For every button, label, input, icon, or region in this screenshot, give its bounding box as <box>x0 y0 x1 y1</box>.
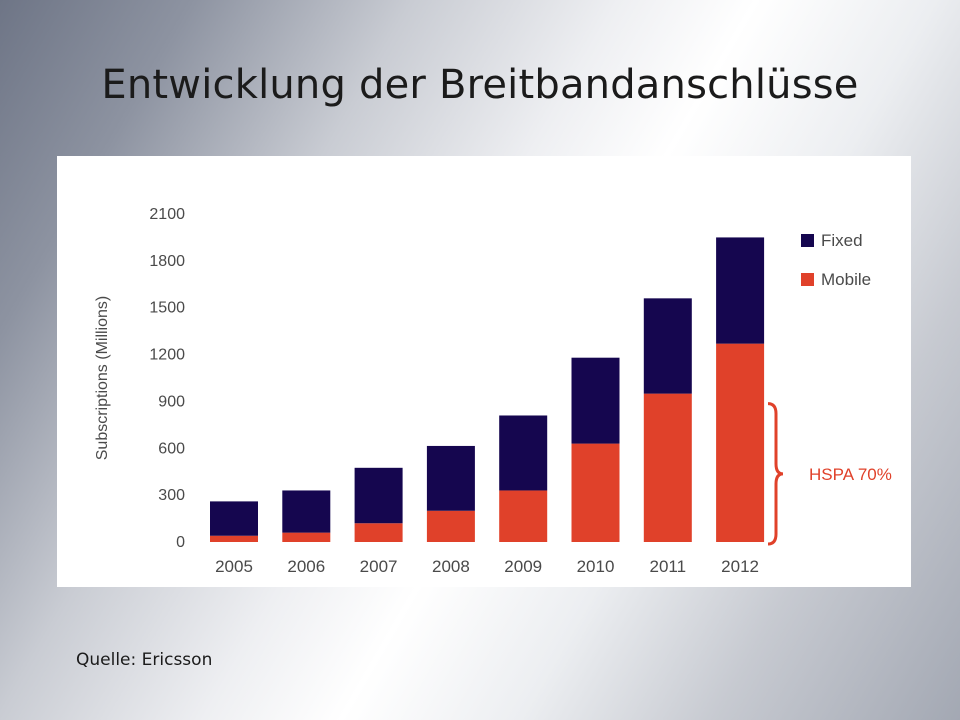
source-note: Quelle: Ericsson <box>76 650 213 670</box>
legend-label: Mobile <box>821 270 871 289</box>
x-tick-label: 2009 <box>504 557 542 576</box>
y-tick-label: 0 <box>176 534 185 551</box>
y-tick-label: 300 <box>158 487 185 504</box>
bar-mobile <box>354 523 403 542</box>
x-tick-label: 2011 <box>650 557 687 576</box>
bar-mobile <box>282 532 331 542</box>
bar-fixed <box>426 445 475 511</box>
bar-fixed <box>716 237 765 344</box>
hspa-annotation: HSPA 70% <box>767 402 892 546</box>
y-tick-label: 600 <box>158 440 185 457</box>
y-tick-label: 2100 <box>149 206 185 223</box>
x-tick-label: 2006 <box>287 557 325 576</box>
y-axis-ticks: 0 300 600 900 1200 1500 1800 2100 <box>149 206 185 551</box>
legend-label: Fixed <box>821 231 863 250</box>
slide-title: Entwicklung der Breitbandanschlüsse <box>101 62 859 108</box>
y-tick-label: 1800 <box>149 253 185 270</box>
hspa-label: HSPA 70% <box>809 465 892 484</box>
hspa-brace <box>767 402 784 546</box>
bar-mobile <box>716 343 765 542</box>
bar-mobile <box>210 535 258 542</box>
x-axis-ticks: 2005 2006 2007 2008 2009 2010 2011 2012 <box>215 557 759 576</box>
bar-mobile <box>499 490 548 542</box>
bar-mobile <box>643 393 692 542</box>
y-tick-label: 900 <box>158 393 185 410</box>
bar-fixed <box>282 490 331 533</box>
legend-swatch <box>801 273 814 286</box>
x-tick-label: 2008 <box>432 557 470 576</box>
bar-fixed <box>499 415 548 491</box>
bars <box>210 237 765 542</box>
y-axis-label: Subscriptions (Millions) <box>94 296 111 461</box>
legend-swatch <box>801 234 814 247</box>
bar-mobile <box>426 510 475 542</box>
x-tick-label: 2005 <box>215 557 253 576</box>
y-tick-label: 1200 <box>149 347 185 364</box>
bar-fixed <box>571 357 620 444</box>
bar-fixed <box>643 298 692 394</box>
y-tick-label: 1500 <box>149 300 185 317</box>
legend: Fixed Mobile <box>801 231 871 289</box>
bar-fixed <box>354 467 403 524</box>
chart-panel: 0 300 600 900 1200 1500 1800 2100 2005 2006 2007 2… <box>57 156 911 587</box>
x-tick-label: 2012 <box>721 557 759 576</box>
bar-fixed <box>210 501 258 536</box>
x-tick-label: 2010 <box>577 557 615 576</box>
bar-mobile <box>571 443 620 542</box>
x-tick-label: 2007 <box>360 557 398 576</box>
